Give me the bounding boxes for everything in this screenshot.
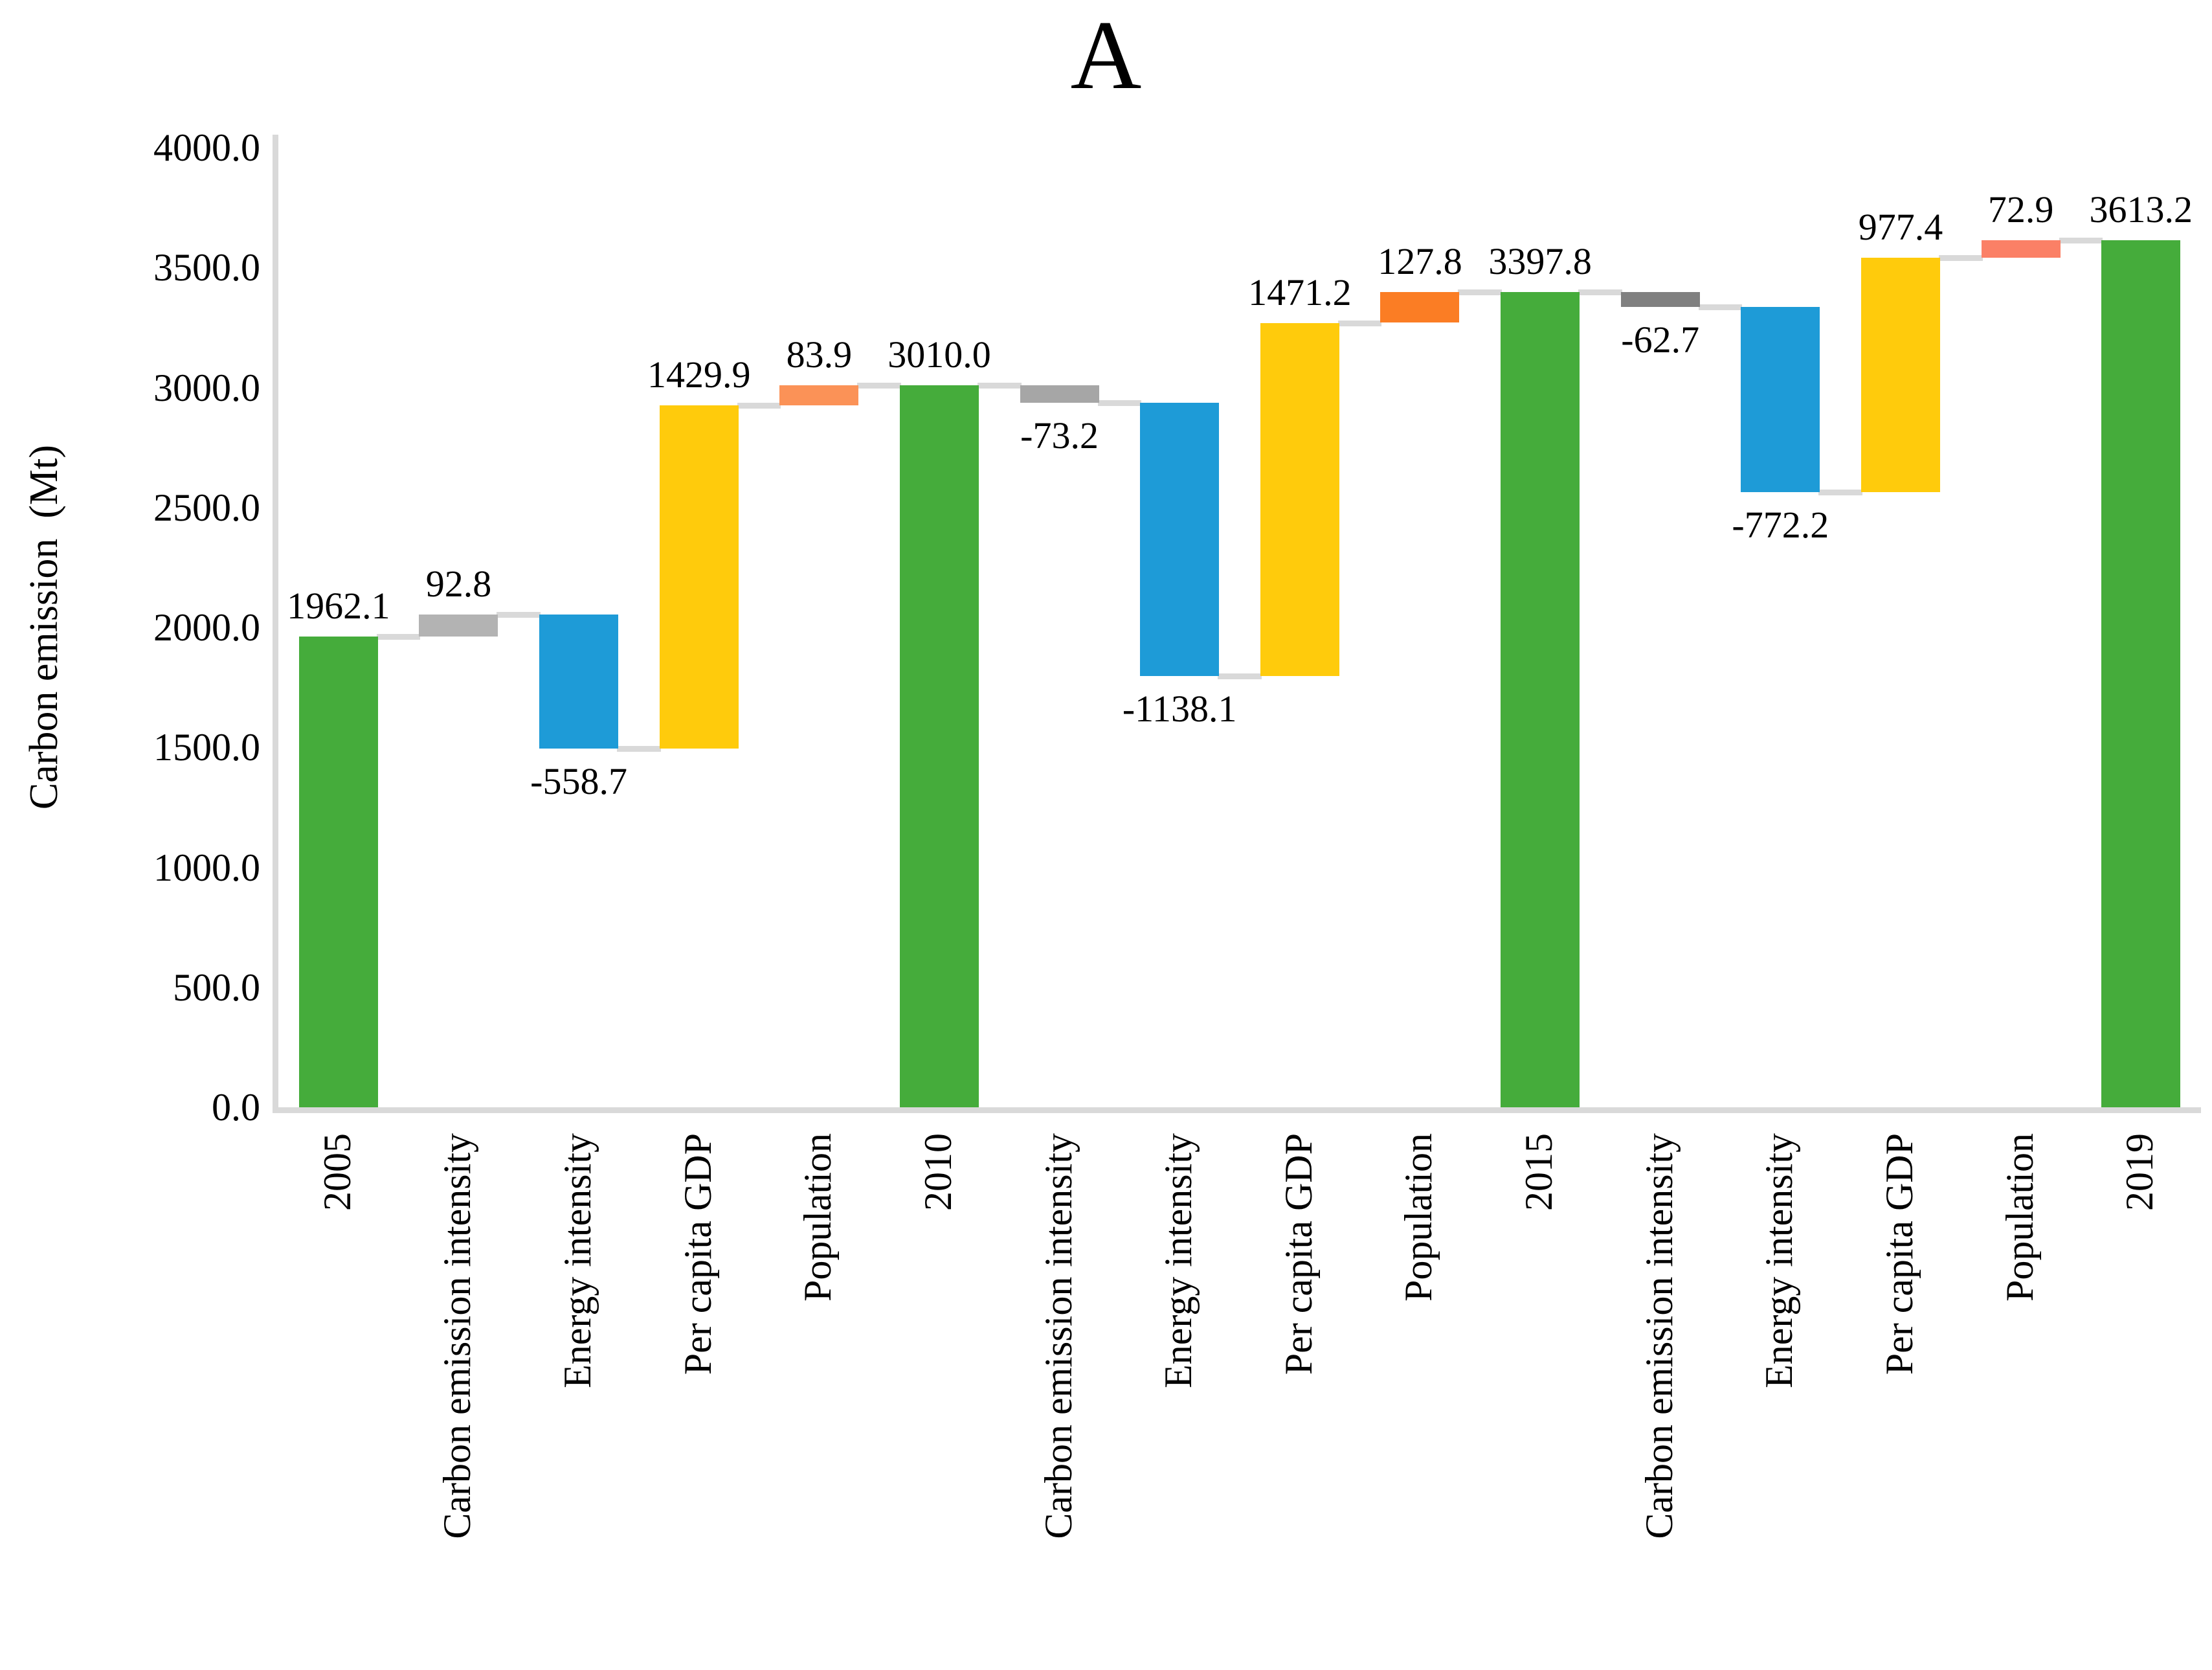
bar-value-label: 3397.8 [1488,240,1592,283]
bar-value-label: 1471.2 [1248,271,1352,313]
y-tick-label: 2500.0 [153,486,260,529]
x-category-label: Population [1998,1133,2041,1302]
x-category-label: Carbon emission intensity [1036,1133,1080,1539]
waterfall-connector [857,382,901,389]
x-axis-line [273,1107,2201,1113]
x-category-label: 2005 [315,1133,359,1211]
bar-value-label: -62.7 [1621,319,1700,361]
bar-energy-intensity [1741,307,1820,493]
y-tick-label: 2000.0 [153,606,260,649]
y-tick-label: 3500.0 [153,246,260,289]
waterfall-connector [1818,490,1862,496]
x-category-label: Per capita GDP [676,1133,719,1375]
bar-energy-intensity [1140,402,1220,676]
bar-value-label: 127.8 [1378,240,1462,283]
x-category-label: Per capita GDP [1277,1133,1320,1375]
waterfall-connector [1337,320,1382,326]
bar-per-capita-gdp [1860,258,1940,493]
waterfall-connector [977,382,1022,389]
waterfall-connector [497,611,541,618]
bar-value-label: -1138.1 [1122,687,1237,730]
bar-value-label: -558.7 [530,760,627,802]
bar-value-label: 3010.0 [888,333,991,376]
y-tick-label: 3000.0 [153,366,260,409]
bar-value-label: 977.4 [1858,206,1943,249]
y-tick-label: 4000.0 [153,126,260,169]
waterfall-connector [376,634,421,640]
waterfall-connector [737,402,781,409]
y-axis-line [273,135,278,1113]
bar-population [779,385,859,405]
bar-population [1981,240,2061,258]
x-category-label: 2019 [2118,1133,2162,1211]
bar-carbon-emission-intensity [1620,292,1700,308]
bar-value-label: 1962.1 [287,585,390,627]
x-category-label: Carbon emission intensity [436,1133,479,1539]
x-category-label: Carbon emission intensity [1637,1133,1681,1539]
bar-value-label: 1429.9 [647,353,751,396]
x-category-label: 2010 [916,1133,959,1211]
bar-value-label: 83.9 [786,333,853,376]
y-tick-label: 500.0 [173,965,260,1009]
x-category-label: Per capita GDP [1877,1133,1921,1375]
bar-energy-intensity [539,614,619,749]
x-category-label: 2015 [1517,1133,1561,1211]
bar-value-label: 3613.2 [2089,188,2193,231]
bar-2005 [298,637,378,1107]
bar-2010 [899,385,979,1107]
waterfall-connector [1458,289,1503,296]
y-tick-label: 1500.0 [153,726,260,769]
bar-per-capita-gdp [659,405,739,749]
waterfall-connector [1578,289,1622,296]
x-category-label: Population [796,1133,840,1302]
bar-per-capita-gdp [1260,322,1339,676]
bar-value-label: -772.2 [1732,504,1829,547]
waterfall-connector [1218,673,1262,679]
bar-2019 [2101,240,2181,1107]
bar-value-label: -73.2 [1020,414,1099,457]
waterfall-connector [1938,255,1983,262]
bar-value-label: 72.9 [1987,188,2054,231]
waterfall-connector [2059,238,2103,244]
waterfall-connector [1097,400,1142,406]
chart-title: A [1070,1,1142,109]
x-category-label: Energy intensity [1157,1133,1200,1388]
y-tick-label: 1000.0 [153,846,260,889]
x-category-label: Energy intensity [1758,1133,1801,1388]
bar-2015 [1501,292,1580,1107]
waterfall-connector [617,745,661,752]
x-category-label: Energy intensity [556,1133,599,1388]
x-category-label: Population [1397,1133,1440,1302]
y-tick-label: 0.0 [212,1086,260,1129]
waterfall-connector [1698,304,1743,311]
bar-population [1380,292,1460,323]
bar-value-label: 92.8 [425,562,492,605]
bar-carbon-emission-intensity [419,614,498,637]
bar-carbon-emission-intensity [1020,385,1099,403]
